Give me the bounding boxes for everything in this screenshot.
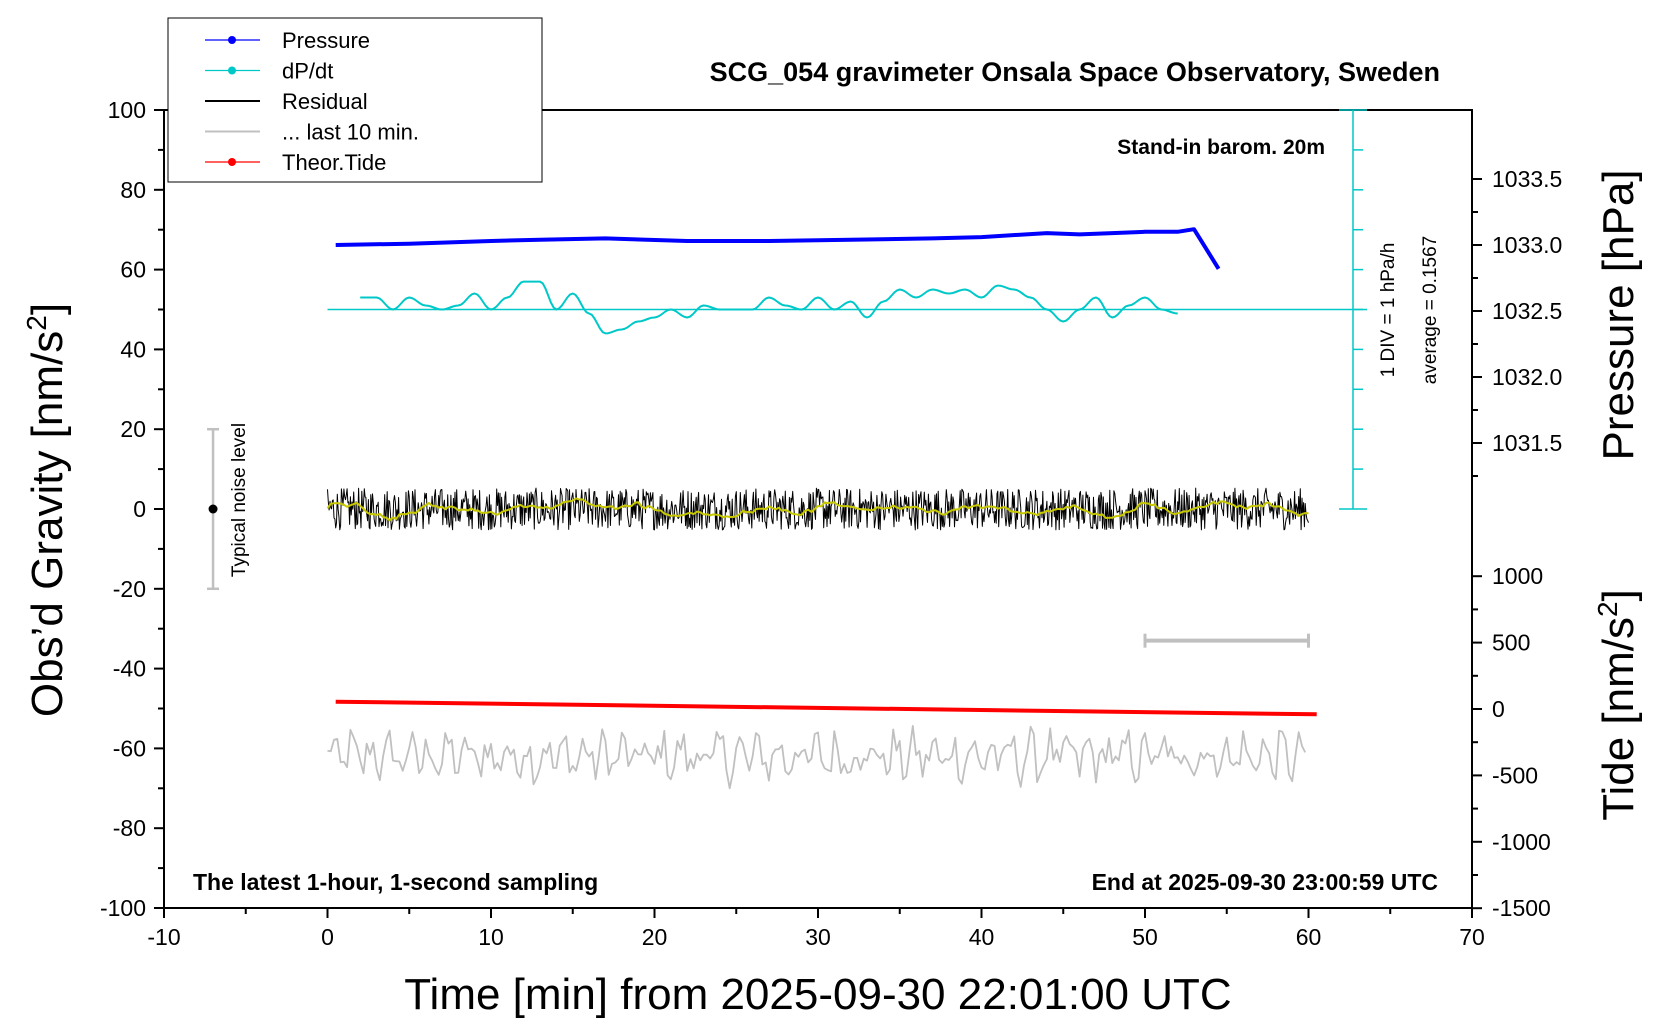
y-tick-label: -60: [113, 735, 146, 761]
noise-label: Typical noise level: [229, 423, 250, 577]
pressure-tick-label: 1032.5: [1492, 298, 1562, 324]
last-10-min-line: [327, 725, 1307, 790]
barometer-note: Stand-in barom. 20m: [1117, 136, 1325, 159]
y-axis-title: Obs’d Gravity [nm/s2]: [21, 303, 72, 717]
y-tick-label: 40: [120, 336, 146, 362]
legend-marker: [228, 36, 236, 44]
pressure-tick-label: 1033.5: [1492, 166, 1562, 192]
x-tick-label: 0: [321, 924, 334, 950]
x-tick-label: 40: [969, 924, 995, 950]
x-tick-label: 30: [805, 924, 831, 950]
legend-label: Theor.Tide: [282, 150, 386, 175]
residual-smooth-line: [326, 497, 1309, 522]
legend-label: Residual: [282, 89, 368, 114]
legend-label: Pressure: [282, 28, 370, 53]
scale-bar: [1143, 633, 1310, 648]
theor-tide-series: [335, 699, 1317, 717]
pressure-tick-label: 1033.0: [1492, 232, 1562, 258]
pressure-tick-label: 1031.5: [1492, 430, 1562, 456]
x-tick-label: 20: [642, 924, 668, 950]
tide-tick-label: 500: [1492, 630, 1530, 656]
tide-tick-label: -500: [1492, 762, 1538, 788]
pressure-line: [335, 227, 1221, 270]
x-tick-label: 50: [1132, 924, 1158, 950]
noise-level-bar: [207, 427, 220, 591]
legend-marker: [228, 66, 236, 75]
y-tick-label: -100: [100, 895, 146, 921]
tide-tick-label: 0: [1492, 696, 1505, 722]
y-axis-tide: 1000 500 0 -500 -1000 -1500: [1472, 563, 1551, 921]
legend: Pressure dP/dt Residual ... last 10 min. The…: [167, 17, 543, 183]
tide-axis-title: Tide [nm/s2]: [1592, 589, 1643, 821]
y-axis-title-close: ]: [23, 303, 72, 315]
dpdt-line: [360, 280, 1178, 335]
chart-title: SCG_054 gravimeter Onsala Space Observat…: [710, 57, 1440, 87]
tide-axis-title-sup: 2: [1592, 601, 1623, 617]
x-axis: -10 0 10 20 30 40 50 60 70: [147, 908, 1485, 950]
legend-label: dP/dt: [282, 59, 333, 84]
y-tick-label: 80: [120, 177, 146, 203]
y-axis-title-text: Obs’d Gravity [nm/s: [23, 331, 72, 717]
x-axis-title: Time [min] from 2025-09-30 22:01:00 UTC: [404, 970, 1231, 1019]
x-tick-label: 70: [1459, 924, 1485, 950]
pressure-axis-title: Pressure [hPa]: [1594, 169, 1643, 460]
div-note: 1 DIV = 1 hPa/h: [1378, 243, 1399, 378]
dpdt-scale-axis: [327, 109, 1367, 510]
y-axis-gravity: 100 80 60 40 20 0 -20 -40 -60 -80 -100: [100, 97, 164, 921]
x-tick-label: 60: [1296, 924, 1322, 950]
legend-label: ... last 10 min.: [282, 120, 419, 145]
tide-line: [335, 699, 1317, 717]
tide-tick-label: 1000: [1492, 563, 1543, 589]
pressure-series: [335, 227, 1221, 270]
dpdt-series: [360, 280, 1178, 335]
x-tick-label: -10: [147, 924, 180, 950]
average-note: average = 0.1567: [1420, 236, 1441, 384]
residual-series: [326, 487, 1309, 531]
x-tick-label: 10: [478, 924, 504, 950]
tide-tick-label: -1000: [1492, 829, 1551, 855]
y-tick-label: -20: [113, 576, 146, 602]
y-tick-label: -80: [113, 815, 146, 841]
y-tick-label: 100: [108, 97, 146, 123]
pressure-tick-label: 1032.0: [1492, 364, 1562, 390]
last-10-min-series: [327, 725, 1307, 790]
sampling-note: The latest 1-hour, 1-second sampling: [193, 869, 598, 895]
y-tick-label: 0: [133, 496, 146, 522]
y-axis-title-sup: 2: [21, 315, 52, 331]
noise-bar-center-dot: [208, 504, 218, 514]
y-axis-pressure: 1033.5 1033.0 1032.5 1032.0 1031.5: [1471, 110, 1562, 509]
y-tick-label: -40: [113, 656, 146, 682]
tide-tick-label: -1500: [1492, 895, 1551, 921]
end-time-note: End at 2025-09-30 23:00:59 UTC: [1092, 869, 1438, 895]
legend-marker: [228, 158, 236, 166]
y-tick-label: 60: [120, 257, 146, 283]
y-tick-label: 20: [120, 416, 146, 442]
tide-axis-title-close: ]: [1594, 589, 1643, 601]
residual-line: [327, 487, 1309, 531]
tide-axis-title-text: Tide [nm/s: [1594, 617, 1643, 821]
